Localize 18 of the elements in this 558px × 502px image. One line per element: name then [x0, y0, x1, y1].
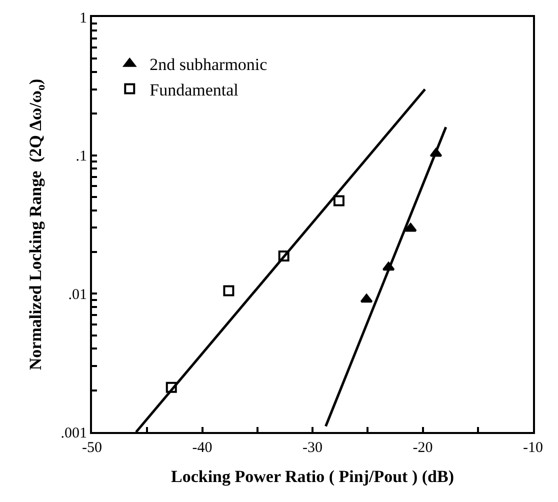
x-tick-label: -50	[82, 440, 102, 456]
point	[404, 222, 417, 232]
y-tick-label: 1	[80, 10, 87, 26]
x-axis-title: Locking Power Ratio ( Pinj/Pout ) (dB)	[170, 466, 454, 486]
x-tick-label: -40	[192, 440, 212, 456]
y-tick-label: .001	[60, 425, 87, 442]
y-tick-label: .01	[68, 286, 87, 303]
point	[223, 285, 234, 296]
point	[333, 195, 344, 206]
y-tick-label: .1	[76, 148, 87, 165]
legend-label: Fundamental	[150, 80, 239, 100]
x-tick-label: -10	[523, 440, 543, 456]
point	[278, 250, 290, 262]
x-tick-label: -20	[412, 440, 433, 456]
point	[166, 382, 177, 393]
x-tick-label: -30	[302, 440, 322, 456]
legend-label: 2nd subharmonic	[150, 55, 268, 74]
point	[360, 294, 373, 303]
